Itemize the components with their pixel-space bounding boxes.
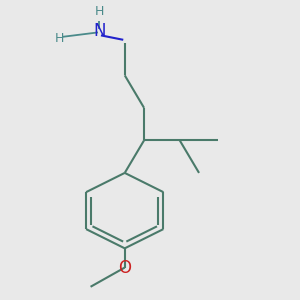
Text: H: H (95, 4, 104, 18)
Text: O: O (118, 259, 131, 277)
Text: H: H (55, 32, 64, 45)
Text: N: N (93, 22, 106, 40)
